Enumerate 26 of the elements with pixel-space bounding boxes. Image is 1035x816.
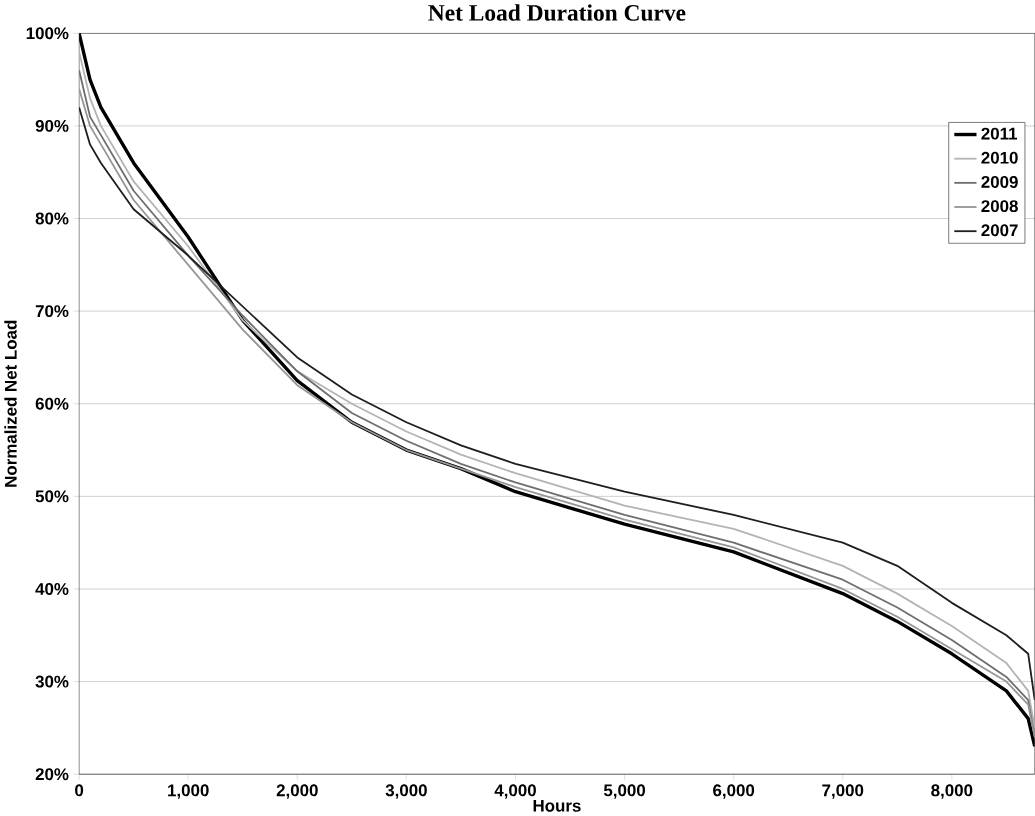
legend-label: 2007 xyxy=(981,224,1018,237)
x-axis-title: Hours xyxy=(533,799,581,812)
x-tick-label: 2,000 xyxy=(276,784,318,799)
x-tick-label: 5,000 xyxy=(603,784,646,799)
y-tick-label: 20% xyxy=(35,768,69,781)
y-tick-label: 30% xyxy=(35,675,69,688)
x-tick-label: 1,000 xyxy=(168,784,209,799)
x-tick-label: 6,000 xyxy=(713,784,755,799)
x-tick-label: 7,000 xyxy=(822,784,864,799)
x-tick-label: 3,000 xyxy=(385,784,427,799)
legend-label: 2009 xyxy=(981,175,1018,188)
x-tick-label: 8,000 xyxy=(931,784,973,799)
legend-label: 2010 xyxy=(981,151,1018,164)
chart-title: Net Load Duration Curve xyxy=(428,4,686,21)
y-axis-title: Normalized Net Load xyxy=(4,320,17,487)
y-tick-label: 70% xyxy=(35,305,69,318)
y-tick-label: 80% xyxy=(35,212,69,225)
y-tick-label: 100% xyxy=(26,27,69,40)
y-tick-label: 50% xyxy=(35,490,69,503)
x-tick-label: 0 xyxy=(75,784,84,797)
legend-label: 2008 xyxy=(981,200,1018,213)
y-tick-label: 60% xyxy=(35,397,69,410)
legend-label: 2011 xyxy=(981,127,1018,140)
y-tick-label: 40% xyxy=(35,582,69,595)
x-tick-label: 4,000 xyxy=(494,784,536,799)
y-tick-label: 90% xyxy=(35,119,69,132)
